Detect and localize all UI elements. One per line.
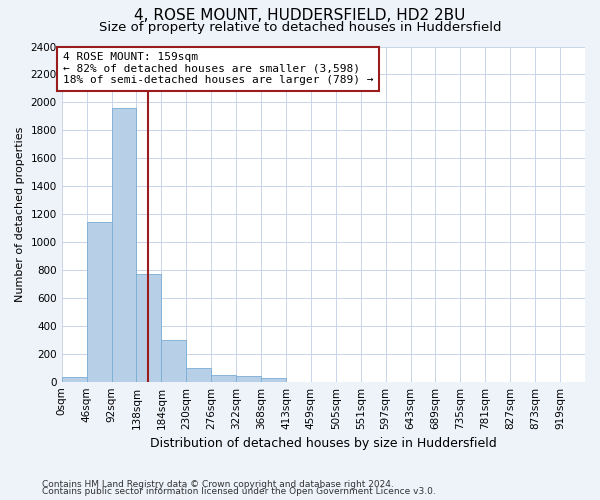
Bar — [236, 376, 261, 382]
Bar — [112, 108, 136, 382]
Text: Contains HM Land Registry data © Crown copyright and database right 2024.: Contains HM Land Registry data © Crown c… — [42, 480, 394, 489]
Text: Size of property relative to detached houses in Huddersfield: Size of property relative to detached ho… — [99, 21, 501, 34]
Text: 4 ROSE MOUNT: 159sqm
← 82% of detached houses are smaller (3,598)
18% of semi-de: 4 ROSE MOUNT: 159sqm ← 82% of detached h… — [63, 52, 373, 86]
Text: Contains public sector information licensed under the Open Government Licence v3: Contains public sector information licen… — [42, 488, 436, 496]
Bar — [186, 368, 211, 382]
X-axis label: Distribution of detached houses by size in Huddersfield: Distribution of detached houses by size … — [150, 437, 497, 450]
Bar — [62, 377, 86, 382]
Y-axis label: Number of detached properties: Number of detached properties — [15, 126, 25, 302]
Bar — [211, 376, 236, 382]
Bar — [136, 274, 161, 382]
Bar — [261, 378, 286, 382]
Bar — [86, 222, 112, 382]
Bar — [161, 340, 186, 382]
Text: 4, ROSE MOUNT, HUDDERSFIELD, HD2 2BU: 4, ROSE MOUNT, HUDDERSFIELD, HD2 2BU — [134, 8, 466, 23]
